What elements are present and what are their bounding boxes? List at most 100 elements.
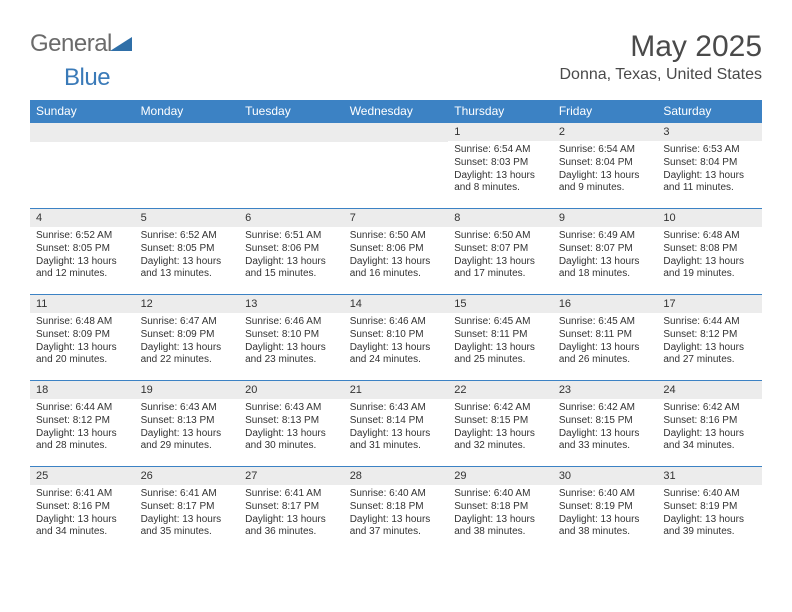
sunrise-line: Sunrise: 6:43 AM [350, 402, 443, 415]
sunset-line: Sunset: 8:13 PM [245, 415, 338, 428]
day-number: 28 [344, 467, 449, 485]
daylight-line: Daylight: 13 hours and 33 minutes. [559, 428, 652, 454]
sunrise-line: Sunrise: 6:49 AM [559, 230, 652, 243]
daylight-line: Daylight: 13 hours and 19 minutes. [663, 256, 756, 282]
day-number: 20 [239, 381, 344, 399]
day-number: 9 [553, 209, 658, 227]
weekday-header: Saturday [657, 100, 762, 123]
sunset-line: Sunset: 8:17 PM [141, 501, 234, 514]
calendar-day-cell: 4Sunrise: 6:52 AMSunset: 8:05 PMDaylight… [30, 209, 135, 295]
logo-text-general: General [30, 30, 112, 58]
day-details: Sunrise: 6:40 AMSunset: 8:18 PMDaylight:… [448, 485, 553, 543]
day-details: Sunrise: 6:41 AMSunset: 8:17 PMDaylight:… [135, 485, 240, 543]
calendar-day-cell: 22Sunrise: 6:42 AMSunset: 8:15 PMDayligh… [448, 381, 553, 467]
logo: General [30, 30, 133, 58]
sunset-line: Sunset: 8:06 PM [245, 243, 338, 256]
sunset-line: Sunset: 8:07 PM [559, 243, 652, 256]
logo-wedge-icon [110, 35, 132, 56]
day-details: Sunrise: 6:48 AMSunset: 8:08 PMDaylight:… [657, 227, 762, 285]
daylight-line: Daylight: 13 hours and 32 minutes. [454, 428, 547, 454]
day-details: Sunrise: 6:41 AMSunset: 8:17 PMDaylight:… [239, 485, 344, 543]
day-number: 2 [553, 123, 658, 141]
day-details: Sunrise: 6:40 AMSunset: 8:19 PMDaylight:… [657, 485, 762, 543]
calendar-day-cell: 11Sunrise: 6:48 AMSunset: 8:09 PMDayligh… [30, 295, 135, 381]
day-number: 13 [239, 295, 344, 313]
calendar-day-cell: 6Sunrise: 6:51 AMSunset: 8:06 PMDaylight… [239, 209, 344, 295]
day-details: Sunrise: 6:42 AMSunset: 8:15 PMDaylight:… [553, 399, 658, 457]
day-details: Sunrise: 6:46 AMSunset: 8:10 PMDaylight:… [239, 313, 344, 371]
day-details: Sunrise: 6:40 AMSunset: 8:19 PMDaylight:… [553, 485, 658, 543]
day-number: 12 [135, 295, 240, 313]
sunrise-line: Sunrise: 6:54 AM [454, 144, 547, 157]
daylight-line: Daylight: 13 hours and 25 minutes. [454, 342, 547, 368]
calendar-day-cell: 8Sunrise: 6:50 AMSunset: 8:07 PMDaylight… [448, 209, 553, 295]
sunset-line: Sunset: 8:06 PM [350, 243, 443, 256]
sunrise-line: Sunrise: 6:41 AM [245, 488, 338, 501]
day-number: 21 [344, 381, 449, 399]
calendar-week-row: 18Sunrise: 6:44 AMSunset: 8:12 PMDayligh… [30, 381, 762, 467]
sunset-line: Sunset: 8:04 PM [663, 157, 756, 170]
weekday-header: Tuesday [239, 100, 344, 123]
calendar-week-row: 4Sunrise: 6:52 AMSunset: 8:05 PMDaylight… [30, 209, 762, 295]
sunrise-line: Sunrise: 6:40 AM [350, 488, 443, 501]
sunset-line: Sunset: 8:16 PM [663, 415, 756, 428]
sunset-line: Sunset: 8:11 PM [559, 329, 652, 342]
day-details: Sunrise: 6:48 AMSunset: 8:09 PMDaylight:… [30, 313, 135, 371]
calendar-day-cell: 26Sunrise: 6:41 AMSunset: 8:17 PMDayligh… [135, 467, 240, 553]
day-number: 1 [448, 123, 553, 141]
weekday-header: Thursday [448, 100, 553, 123]
day-details: Sunrise: 6:51 AMSunset: 8:06 PMDaylight:… [239, 227, 344, 285]
sunset-line: Sunset: 8:12 PM [663, 329, 756, 342]
calendar-day-cell [344, 123, 449, 209]
empty-daynum [135, 123, 240, 142]
calendar-day-cell: 17Sunrise: 6:44 AMSunset: 8:12 PMDayligh… [657, 295, 762, 381]
calendar-day-cell: 13Sunrise: 6:46 AMSunset: 8:10 PMDayligh… [239, 295, 344, 381]
day-details: Sunrise: 6:53 AMSunset: 8:04 PMDaylight:… [657, 141, 762, 199]
sunset-line: Sunset: 8:18 PM [454, 501, 547, 514]
calendar-day-cell [135, 123, 240, 209]
sunrise-line: Sunrise: 6:43 AM [141, 402, 234, 415]
day-details: Sunrise: 6:41 AMSunset: 8:16 PMDaylight:… [30, 485, 135, 543]
day-number: 3 [657, 123, 762, 141]
day-number: 31 [657, 467, 762, 485]
daylight-line: Daylight: 13 hours and 23 minutes. [245, 342, 338, 368]
calendar-day-cell: 2Sunrise: 6:54 AMSunset: 8:04 PMDaylight… [553, 123, 658, 209]
day-number: 17 [657, 295, 762, 313]
calendar-day-cell: 23Sunrise: 6:42 AMSunset: 8:15 PMDayligh… [553, 381, 658, 467]
sunset-line: Sunset: 8:09 PM [36, 329, 129, 342]
weekday-header: Wednesday [344, 100, 449, 123]
calendar-day-cell: 1Sunrise: 6:54 AMSunset: 8:03 PMDaylight… [448, 123, 553, 209]
day-details: Sunrise: 6:52 AMSunset: 8:05 PMDaylight:… [30, 227, 135, 285]
daylight-line: Daylight: 13 hours and 36 minutes. [245, 514, 338, 540]
sunrise-line: Sunrise: 6:45 AM [454, 316, 547, 329]
sunset-line: Sunset: 8:14 PM [350, 415, 443, 428]
sunrise-line: Sunrise: 6:48 AM [663, 230, 756, 243]
day-number: 5 [135, 209, 240, 227]
day-number: 23 [553, 381, 658, 399]
daylight-line: Daylight: 13 hours and 12 minutes. [36, 256, 129, 282]
calendar-day-cell: 29Sunrise: 6:40 AMSunset: 8:18 PMDayligh… [448, 467, 553, 553]
sunset-line: Sunset: 8:04 PM [559, 157, 652, 170]
page: General May 2025 Donna, Texas, United St… [0, 0, 792, 571]
day-number: 10 [657, 209, 762, 227]
day-number: 24 [657, 381, 762, 399]
month-title: May 2025 [560, 30, 763, 64]
calendar-day-cell [239, 123, 344, 209]
sunset-line: Sunset: 8:12 PM [36, 415, 129, 428]
sunset-line: Sunset: 8:10 PM [350, 329, 443, 342]
day-details: Sunrise: 6:40 AMSunset: 8:18 PMDaylight:… [344, 485, 449, 543]
calendar-day-cell [30, 123, 135, 209]
sunrise-line: Sunrise: 6:54 AM [559, 144, 652, 157]
calendar-day-cell: 24Sunrise: 6:42 AMSunset: 8:16 PMDayligh… [657, 381, 762, 467]
weekday-header: Friday [553, 100, 658, 123]
calendar-day-cell: 10Sunrise: 6:48 AMSunset: 8:08 PMDayligh… [657, 209, 762, 295]
calendar-day-cell: 18Sunrise: 6:44 AMSunset: 8:12 PMDayligh… [30, 381, 135, 467]
sunset-line: Sunset: 8:15 PM [559, 415, 652, 428]
calendar-table: Sunday Monday Tuesday Wednesday Thursday… [30, 100, 762, 553]
sunrise-line: Sunrise: 6:44 AM [663, 316, 756, 329]
sunrise-line: Sunrise: 6:46 AM [350, 316, 443, 329]
sunrise-line: Sunrise: 6:50 AM [454, 230, 547, 243]
calendar-day-cell: 5Sunrise: 6:52 AMSunset: 8:05 PMDaylight… [135, 209, 240, 295]
day-details: Sunrise: 6:46 AMSunset: 8:10 PMDaylight:… [344, 313, 449, 371]
calendar-day-cell: 31Sunrise: 6:40 AMSunset: 8:19 PMDayligh… [657, 467, 762, 553]
